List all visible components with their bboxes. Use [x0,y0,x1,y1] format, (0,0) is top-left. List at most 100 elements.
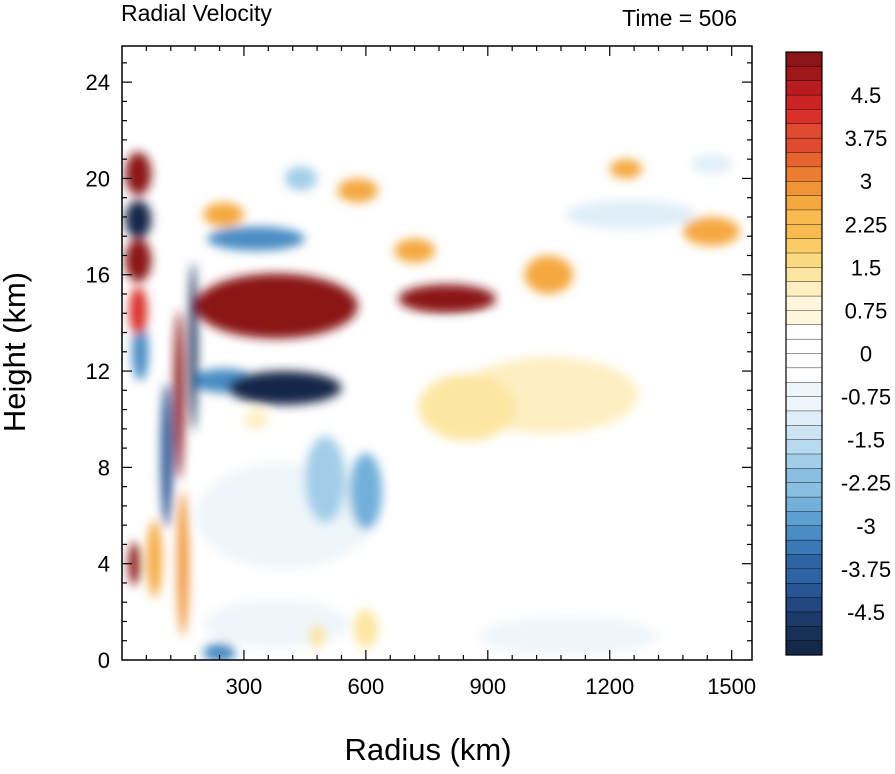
colorbar-band [785,396,823,412]
colorbar-band [785,109,823,125]
colorbar-label: -3 [856,514,876,539]
velocity-feature [128,542,140,586]
colorbar-label: -2.25 [841,471,891,496]
colorbar-band [785,482,823,498]
colorbar-band [785,209,823,225]
colorbar-band [785,626,823,642]
velocity-feature [691,154,732,174]
y-tick-label: 24 [86,70,110,95]
velocity-feature [524,255,574,295]
colorbar-band [785,181,823,197]
velocity-feature [203,643,236,660]
velocity-feature [308,623,326,648]
velocity-feature [394,238,435,263]
x-tick-label: 300 [226,674,263,699]
colorbar-band [785,539,823,556]
colorbar-band [785,252,823,268]
x-axis-label: Radius (km) [344,732,511,767]
x-tick-label: 900 [469,674,506,699]
velocity-feature [203,599,350,648]
colorbar-band [785,525,823,541]
colorbar-band [785,224,823,240]
velocity-feature [161,383,173,528]
time-label: Time = 506 [622,5,737,31]
colorbar: 4.5 3.75 3 2.25 1.5 0.75 0 -0.75 -1.5 -2.25 -3 -3.7… [785,51,891,656]
colorbar-band [785,324,823,340]
velocity-feature [349,452,383,530]
colorbar-band [785,468,823,484]
colorbar-band [785,152,823,168]
colorbar-band [785,382,823,398]
colorbar-band [785,496,823,512]
colorbar-label: -3.75 [841,557,891,582]
colorbar-label: -0.75 [841,385,891,410]
velocity-feature [682,216,740,246]
chart-title: Radial Velocity [121,0,272,26]
colorbar-band [785,367,823,383]
velocity-feature [174,310,184,480]
colorbar-band [785,123,823,139]
velocity-feature [195,273,358,339]
y-tick-label: 12 [86,359,110,384]
velocity-feature [418,373,517,441]
plot-frame [121,45,753,661]
velocity-feature [398,284,496,314]
colorbar-band [785,410,823,426]
colorbar-band [785,439,823,455]
colorbar-band [785,640,823,656]
velocity-feature [565,200,696,229]
colorbar-band [785,195,823,211]
velocity-feature [479,616,659,656]
y-axis-label: Height (km) [0,272,32,432]
velocity-feature [284,166,318,191]
field-layer [125,151,740,660]
colorbar-label: -1.5 [847,428,885,453]
colorbar-band [785,238,823,254]
y-tick-label: 4 [98,552,110,577]
colorbar-band [785,353,823,369]
colorbar-band [785,66,823,82]
velocity-feature [609,159,643,179]
velocity-field [125,151,740,660]
colorbar-label: 2.25 [845,212,888,237]
colorbar-band [785,568,823,584]
colorbar-frame [785,51,823,656]
colorbar-label: 0 [860,342,872,367]
colorbar-band [785,166,823,182]
colorbar-label: 4.5 [851,83,882,108]
colorbar-band [785,554,823,570]
velocity-feature [304,436,346,523]
colorbar-label: -4.5 [847,600,885,625]
x-tick-label: 600 [348,674,385,699]
x-tick-label: 1200 [585,674,634,699]
velocity-feature [125,151,152,196]
velocity-feature [227,371,342,405]
velocity-feature [132,322,149,381]
colorbar-label: 3 [860,169,872,194]
colorbar-band [785,338,823,354]
colorbar-band [785,453,823,469]
velocity-feature [125,200,152,239]
y-tick-label: 16 [86,263,110,288]
colorbar-band [785,281,823,297]
velocity-feature [337,178,379,203]
velocity-feature [353,609,379,648]
colorbar-label: 0.75 [845,298,888,323]
colorbar-band [785,295,823,311]
colorbar-band [785,511,823,527]
colorbar-band [785,267,823,283]
y-tick-label: 8 [98,455,110,480]
colorbar-label: 3.75 [845,126,888,151]
y-tick-label: 0 [98,648,110,673]
velocity-feature [203,202,244,227]
colorbar-band [785,80,823,96]
colorbar-band [785,94,823,110]
axis-ticks: 300 600 900 1200 1500 0 4 8 12 16 20 24 [86,46,756,699]
velocity-feature [207,226,305,251]
velocity-feature [195,462,374,569]
colorbar-band [785,425,823,441]
y-tick-label: 20 [86,166,110,191]
velocity-feature [129,286,148,335]
colorbar-band [785,310,823,326]
